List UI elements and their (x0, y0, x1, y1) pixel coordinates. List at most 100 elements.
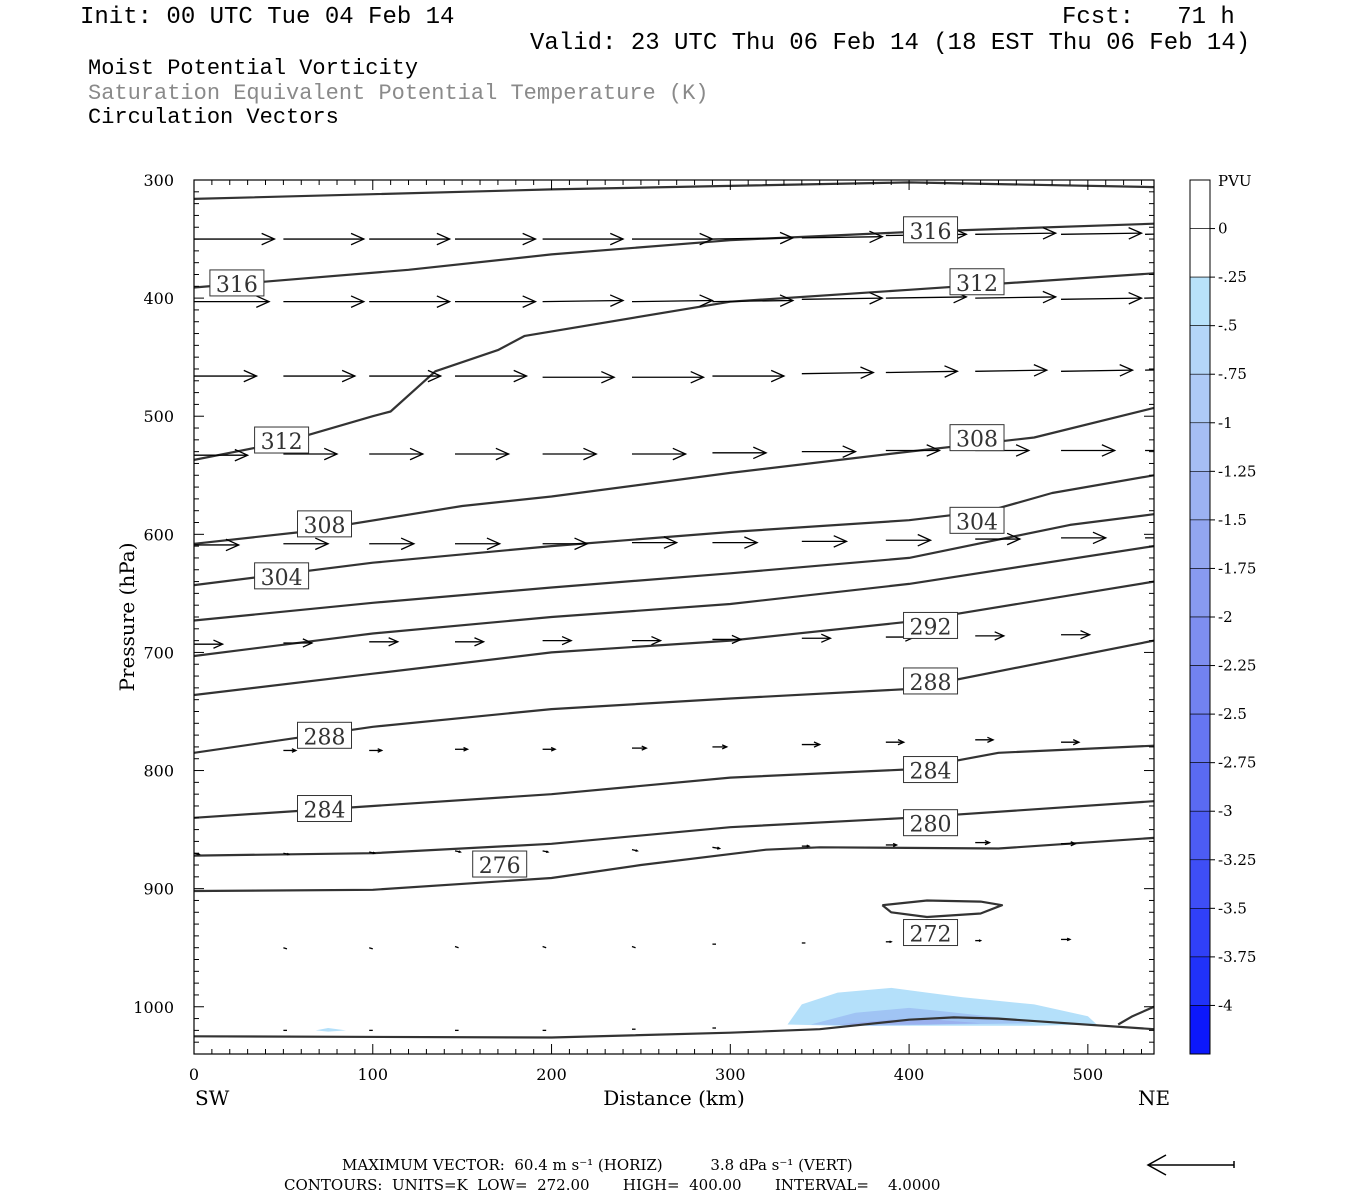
colorbar-title: PVU (1218, 172, 1252, 190)
circulation-vector (542, 537, 589, 551)
title-mpv: Moist Potential Vorticity (88, 56, 419, 81)
circulation-vector (455, 537, 502, 551)
circulation-vector (885, 842, 899, 848)
contour-316 (194, 181, 1154, 200)
circulation-vector (631, 945, 636, 949)
contour-296 (194, 545, 1154, 658)
y-tick-label: 600 (143, 525, 174, 544)
circulation-vector (885, 940, 893, 944)
circulation-vector (885, 444, 942, 457)
circulation-vector (801, 291, 884, 305)
colorbar-label: -3.5 (1218, 899, 1247, 917)
svg-text:316: 316 (216, 273, 258, 298)
contour-label: 276 (472, 850, 528, 879)
colorbar-swatch (1189, 228, 1211, 278)
y-tick-label: 1000 (133, 998, 174, 1017)
y-tick-label: 500 (143, 407, 174, 426)
circulation-vector (801, 633, 833, 643)
colorbar-swatch (1189, 956, 1211, 1006)
colorbar-label: -1 (1218, 414, 1233, 432)
circulation-vector (975, 939, 983, 942)
colorbar-label: -2.75 (1218, 754, 1256, 772)
title-theta-es: Saturation Equivalent Potential Temperat… (88, 81, 709, 106)
svg-text:284: 284 (910, 760, 952, 785)
circulation-vector (455, 232, 538, 246)
circulation-vector (369, 369, 443, 383)
colorbar-label: -2 (1218, 608, 1233, 626)
svg-text:308: 308 (304, 514, 346, 539)
contour-276 (194, 836, 1154, 893)
colorbar-label: -.5 (1218, 317, 1237, 335)
colorbar-swatch (1189, 373, 1211, 424)
circulation-vector (194, 639, 225, 649)
circulation-vector (1145, 537, 1154, 539)
colorbar-label: -3.75 (1218, 948, 1256, 966)
colorbar-label: -1.25 (1218, 462, 1256, 480)
circulation-vector (1061, 444, 1117, 457)
circulation-vector (1061, 739, 1081, 746)
circulation-vector (283, 748, 298, 753)
colorbar-label: -2.25 (1218, 657, 1256, 675)
contour-label: 284 (903, 756, 959, 785)
svg-text:288: 288 (910, 671, 952, 696)
contour-304 (194, 474, 1154, 587)
colorbar-swatch (1189, 859, 1211, 909)
colorbar-swatch (1189, 762, 1211, 812)
contour-label: 316 (903, 216, 959, 245)
colorbar-swatch (1189, 568, 1211, 618)
circulation-vector (283, 537, 330, 551)
circulation-vector (454, 850, 462, 854)
contour-label: 308 (297, 510, 353, 539)
circulation-vector (542, 232, 625, 246)
circulation-vector (712, 536, 759, 549)
contour-label: 284 (297, 795, 353, 824)
circulation-vector (1061, 841, 1077, 847)
circulation-vector (455, 447, 511, 461)
circulation-vector (542, 447, 598, 461)
colorbar-label: -1.5 (1218, 511, 1247, 529)
circulation-vector (369, 537, 416, 551)
circulation-vector (194, 295, 271, 308)
circulation-vector (455, 637, 486, 647)
svg-text:308: 308 (956, 428, 998, 453)
circulation-vector (194, 538, 241, 552)
svg-text:304: 304 (261, 566, 303, 591)
pv-shading (315, 987, 1097, 1032)
pv-region (315, 1028, 346, 1032)
reference-vector-arrow (1146, 1154, 1235, 1176)
colorbar-swatch (1189, 471, 1211, 521)
circulation-vectors (194, 227, 1154, 1032)
circulation-vector (454, 945, 459, 949)
circulation-vector (1061, 531, 1108, 545)
colorbar-swatch (1189, 1005, 1211, 1055)
svg-text:280: 280 (910, 813, 952, 838)
pv-region (810, 1007, 1035, 1026)
colorbar-swatch (1189, 179, 1211, 229)
circulation-vector (283, 295, 366, 308)
circulation-vector (712, 634, 743, 645)
colorbar-swatch (1189, 908, 1211, 958)
colorbar-label: 0 (1218, 220, 1228, 238)
circulation-vector (1061, 227, 1144, 240)
x-tick-label: 200 (536, 1065, 567, 1084)
x-tick-label: 500 (1073, 1065, 1104, 1084)
circulation-vector (975, 364, 1049, 377)
contour-labels: 316 316 312 312 308 308 304 304 292 288 288 284 284 2… (209, 216, 1005, 948)
colorbar-label: -3 (1218, 802, 1233, 820)
circulation-vector (631, 849, 639, 852)
svg-text:288: 288 (304, 725, 346, 750)
svg-text:304: 304 (956, 510, 998, 535)
svg-text:312: 312 (956, 272, 998, 297)
circulation-vector (712, 369, 786, 383)
circulation-vector (801, 445, 858, 458)
circulation-vector (542, 370, 616, 384)
contour-label: 316 (209, 269, 265, 298)
circulation-vector (631, 370, 706, 384)
circulation-vector (542, 294, 625, 307)
y-axis-title: Pressure (hPa) (115, 543, 139, 692)
x-tick-label: 0 (189, 1065, 199, 1084)
circulation-vector (542, 945, 547, 949)
circulation-vector (455, 295, 538, 308)
colorbar-label: -.25 (1218, 268, 1247, 286)
circulation-vector (631, 536, 679, 549)
